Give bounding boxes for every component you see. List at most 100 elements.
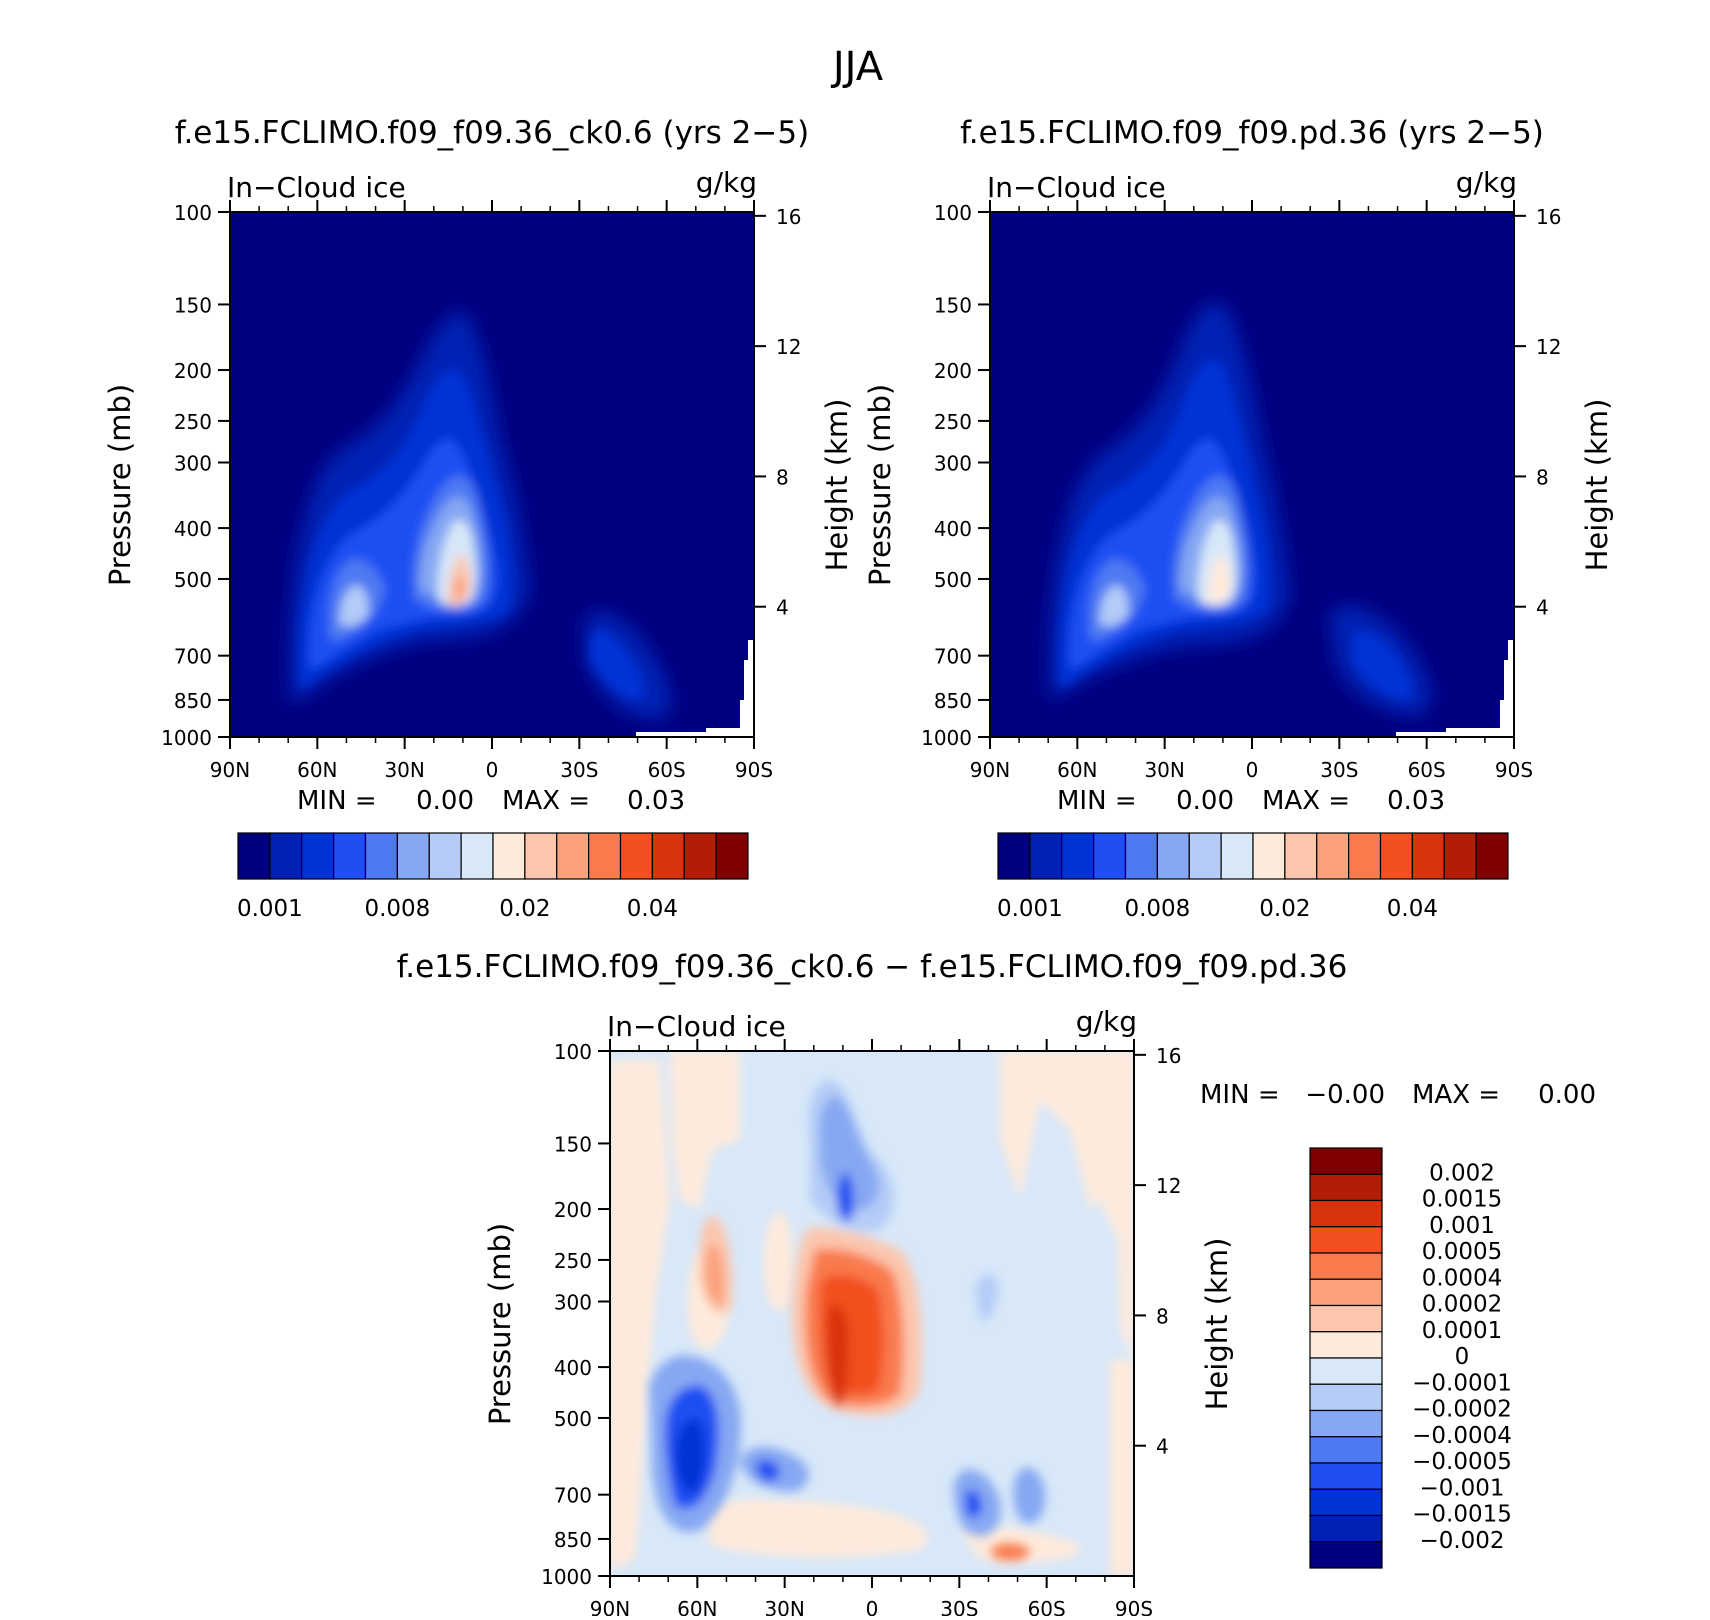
panel-a-x-tick-label: 60N [297,758,337,782]
panel-b-colorbar-box [1443,832,1477,880]
panel-b-min-label: MIN = [1057,786,1137,816]
panel-b-x-tick-label: 60S [1408,758,1446,782]
panel-c-colorbar-label: 0.0004 [1422,1265,1502,1291]
panel-c-units-label: g/kg [1076,1005,1137,1038]
panel-a-colorbar-label: 0.02 [499,896,550,922]
panel-c-colorbar-label: −0.001 [1419,1475,1504,1501]
panel-b-colorbar-box [1475,832,1509,880]
panel-c-colorbar-label: −0.0002 [1412,1397,1512,1423]
panel-b-y-tick-label: 250 [934,410,972,434]
panel-c-colorbar: 0.0020.00150.0010.00050.00040.00020.0001… [1309,1147,1512,1569]
panel-b-colorbar-box [1252,832,1286,880]
panel-b-x-tick-label: 30S [1320,758,1358,782]
panel-a-colorbar: 0.001 0.008 0.02 0.04 [237,832,749,922]
panel-c-colorbar-label: 0.0001 [1422,1318,1502,1344]
panel-a-colorbar-box [524,832,558,880]
panel-c-y2-tick-label: 12 [1156,1174,1181,1198]
panel-a-colorbar-box [333,832,367,880]
panel-a-colorbar-label: 0.008 [364,896,430,922]
panel-a-colorbar-box [588,832,622,880]
panel-b-x-tick-label: 60N [1057,758,1097,782]
panel-a-y-tick-label: 400 [174,517,212,541]
panel-c-colorbar-box [1309,1357,1383,1385]
panel-a-x-tick-label: 90S [735,758,773,782]
panel-a-x-tick-label: 60S [648,758,686,782]
panel-c-colorbar-label: −0.0004 [1412,1423,1512,1449]
panel-b-y2-tick-label: 12 [1536,335,1561,359]
panel-b-y-tick-label: 1000 [921,726,972,750]
panel-a-colorbar-box [269,832,303,880]
panel-b-y-tick-label: 300 [934,451,972,475]
panel-b-y-tick-label: 100 [934,201,972,225]
panel-c-colorbar-box [1309,1173,1383,1202]
panel-c-x-tick-label: 60N [677,1597,717,1616]
panel-b-y-axis-label: Pressure (mb) [863,384,897,586]
panel-c-x-tick-label: 0 [866,1597,879,1616]
panel-a-topography [636,640,754,737]
panel-c-x-tick-label: 30S [940,1597,978,1616]
panel-c-x-tick-label: 60S [1028,1597,1066,1616]
panel-c-y-tick-label: 200 [554,1198,592,1222]
panel-b-colorbar-box [1348,832,1382,880]
panel-b-colorbar-box [997,832,1031,880]
panel-c-max-label: MAX = [1412,1080,1500,1110]
panel-c-y-tick-label: 250 [554,1249,592,1273]
panel-c-y-tick-label: 150 [554,1132,592,1156]
panel-c-axes: 100 150 200 250 300 400 500 700 850 1000 90N 60N 30N… [483,1039,1234,1620]
panel-b-y-tick-label: 400 [934,517,972,541]
panel-a-colorbar-box [460,832,494,880]
panel-a-x-tick-label: 30N [384,758,424,782]
panel-b-colorbar-box [1316,832,1350,880]
panel-a-colorbar-box [492,832,526,880]
panel-b-colorbar-label: 0.001 [997,896,1063,922]
panel-c-colorbar-box [1309,1488,1383,1517]
panel-b-y-tick-label: 700 [934,645,972,669]
panel-c-colorbar-label: −0.0015 [1412,1502,1512,1528]
panel-a-y-axis-label: Pressure (mb) [103,384,137,586]
panel-b-colorbar-box [1411,832,1445,880]
panel-c-colorbar-label: 0.0015 [1422,1187,1502,1213]
panel-c-colorbar-label: 0.0002 [1422,1292,1502,1318]
panel-a-y2-tick-label: 8 [776,465,789,489]
panel-c-colorbar-box [1309,1436,1383,1464]
panel-b-units-label: g/kg [1456,166,1517,199]
panel-c-y-axis-label: Pressure (mb) [483,1223,517,1425]
panel-c: f.e15.FCLIMO.f09_f09.36_ck0.6 − f.e15.FC… [397,949,1596,1620]
panel-b-y-tick-label: 200 [934,359,972,383]
panel-c-y-tick-label: 300 [554,1290,592,1314]
panel-c-x-tick-label: 90N [590,1597,630,1616]
panel-c-colorbar-box [1309,1278,1383,1307]
panel-c-y2-axis-label: Height (km) [1200,1238,1234,1411]
panel-b: f.e15.FCLIMO.f09_f09.pd.36 (yrs 2−5) In−… [863,115,1614,922]
panel-a-y-tick-label: 850 [174,689,212,713]
panel-a-units-label: g/kg [696,166,757,199]
panel-b-x-tick-label: 90N [970,758,1010,782]
panel-a-x-tick-label: 0 [486,758,499,782]
panel-a-y-tick-label: 1000 [161,726,212,750]
panel-a-y-tick-label: 200 [174,359,212,383]
panel-a-x-tick-label: 90N [210,758,250,782]
panel-a-colorbar-box [683,832,717,880]
panel-a-max-value: 0.03 [627,786,685,816]
panel-c-colorbar-box [1309,1226,1383,1254]
panel-c-colorbar-label: −0.0005 [1412,1449,1512,1475]
panel-a-colorbar-box [364,832,398,880]
panel-a-y-tick-label: 300 [174,451,212,475]
panel-c-colorbar-box [1309,1331,1383,1359]
panel-a-y-tick-label: 100 [174,201,212,225]
panel-c-colorbar-box [1309,1199,1383,1228]
panel-a-title: f.e15.FCLIMO.f09_f09.36_ck0.6 (yrs 2−5) [175,115,809,151]
panel-b-colorbar-box [1284,832,1318,880]
panel-a-contour-field [230,212,754,737]
panel-c-colorbar-box [1309,1252,1383,1280]
panel-a-colorbar-box [619,832,653,880]
panel-a-colorbar-label: 0.001 [237,896,303,922]
panel-c-x-tick-label: 30N [764,1597,804,1616]
panel-c-y2-tick-label: 16 [1156,1044,1181,1068]
panel-a-y-tick-label: 700 [174,645,212,669]
panel-b-min-value: 0.00 [1176,786,1234,816]
panel-b-colorbar-label: 0.008 [1124,896,1190,922]
panel-c-y-tick-label: 100 [554,1040,592,1064]
panel-b-colorbar-box [1188,832,1222,880]
panel-c-colorbar-box [1309,1147,1383,1175]
